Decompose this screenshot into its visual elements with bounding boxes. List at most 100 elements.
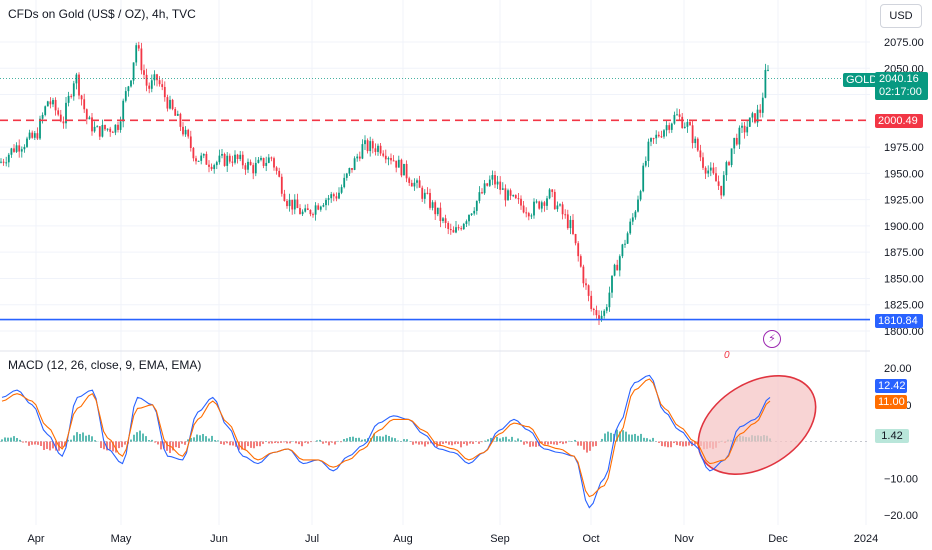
candle-body [176,113,179,116]
macd-histogram-bar [403,439,405,442]
candle-body [392,160,395,162]
candle-body [548,189,551,199]
macd-histogram-bar [688,441,690,446]
candle-body [660,136,663,138]
macd-histogram-bar [433,441,435,446]
macd-histogram-bar [412,441,414,445]
highlight-ellipse [697,375,817,475]
candle-body [397,159,400,168]
macd-histogram-bar [148,440,150,442]
macd-histogram-bar [280,441,282,443]
macd-histogram-bar [550,441,552,445]
candle-body [465,221,468,224]
event-marker[interactable]: 0 [724,350,730,361]
macd-histogram-bar [517,438,519,442]
macd-histogram-bar [331,441,333,443]
candle-body [111,131,114,133]
candle-body [304,208,307,212]
macd-histogram-bar [241,441,243,450]
macd-histogram-bar [124,441,126,445]
macd-histogram-bar [388,435,390,442]
macd-histogram-bar [175,441,177,448]
macd-histogram-bar [460,441,462,448]
candle-body [239,154,242,160]
macd-histogram-bar [511,436,513,442]
candle-body [618,256,621,271]
macd-indicator-title[interactable]: MACD (12, 26, close, 9, EMA, EMA) [8,358,202,372]
candle-body [161,84,164,87]
candle-body [52,99,54,105]
macd-histogram-bar [217,440,219,442]
candle-body [127,86,130,92]
macd-histogram-bar [142,433,144,442]
signal-value-tag: 11.00 [875,395,907,409]
macd-histogram-bar [304,441,306,443]
price-axis[interactable]: 2075.002050.002025.001975.001950.001925.… [884,37,924,522]
horizontal-lines [0,78,870,321]
candle-body [332,194,335,197]
candle-body [663,130,665,137]
candle-body [44,106,47,115]
macd-histogram-bar [352,436,354,442]
candle-body [171,99,174,110]
candle-body [488,179,491,186]
candle-body [647,141,650,162]
candle-body [163,86,166,98]
macd-histogram-bar [319,439,321,442]
candle-body [600,315,603,320]
candle-body [189,136,192,148]
candle-body [317,205,320,210]
macd-histogram-bar [121,441,123,448]
macd-histogram-bar [178,441,180,448]
candle-body [148,85,151,89]
time-tick-label: Sep [490,533,510,545]
candle-body [236,154,239,160]
candle-body [709,167,712,171]
candle-body [569,219,572,229]
candle-body [70,95,73,97]
candle-body [364,140,366,145]
macd-histogram-bar [631,434,633,442]
candle-body [444,218,447,224]
lightning-icon[interactable]: ⚡ [763,330,781,348]
candle-body [309,209,312,215]
candle-body [39,118,41,139]
candle-body [13,148,15,152]
candle-body [262,157,265,166]
macd-histogram-bar [130,439,132,442]
macd-histogram-bar [100,441,102,449]
macd-histogram-bar [625,431,627,442]
macd-histogram-bar [115,441,117,453]
macd-histogram-bar [298,441,300,445]
macd-histogram-bar [346,438,348,442]
macd-histogram-bar [565,441,567,444]
candle-body [345,173,348,178]
candle-body [590,295,593,309]
candle-body [356,156,359,159]
candle-body [481,192,483,194]
currency-button[interactable]: USD [880,4,922,28]
macd-histogram-bar [85,435,87,442]
macd-histogram-bar [445,441,447,444]
candle-body [351,168,353,170]
time-axis[interactable]: Apr May Jun Jul Aug Sep Oct Nov Dec 2024 [27,533,878,545]
candle-body [140,48,143,71]
candle-body [85,109,88,120]
macd-histogram-bar [589,441,591,451]
macd-histogram-bar [340,441,342,443]
candle-body [267,157,270,163]
macd-histogram-bar [295,441,297,444]
macd-histogram-bar [139,430,141,442]
symbol-tag: GOLD [843,73,881,87]
candle-body [288,199,291,207]
macd-histogram-bar [685,441,687,447]
candle-body [98,126,101,137]
candle-body [527,213,530,217]
candle-body [241,154,244,166]
histogram-value-tag: 1.42 [875,429,909,443]
macd-histogram-bar [16,437,18,442]
macd-histogram-bar [199,435,201,442]
macd-histogram-bar [13,436,15,442]
candle-body [215,162,218,166]
